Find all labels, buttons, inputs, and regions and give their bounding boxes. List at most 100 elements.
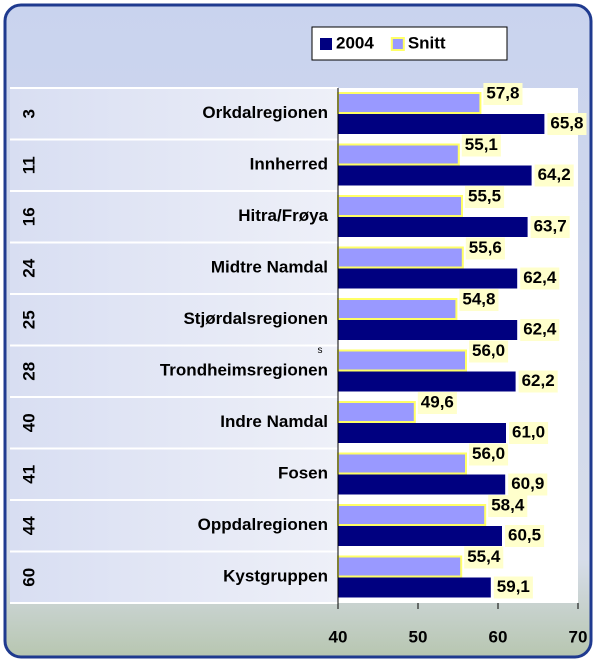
value-label: 65,8 (550, 113, 583, 132)
row-band (10, 139, 338, 191)
value-label-bg (465, 237, 505, 260)
value-label-bg (520, 267, 560, 290)
row-band (10, 397, 338, 449)
value-label: 55,6 (469, 238, 502, 257)
legend-swatch (390, 37, 405, 51)
value-label: 64,2 (538, 165, 571, 184)
value-label-bg (461, 134, 501, 157)
bar (338, 474, 506, 495)
row-number: 11 (19, 156, 38, 174)
value-label: 56,0 (472, 444, 505, 463)
row-number: 28 (19, 362, 38, 381)
value-label-bg (469, 340, 509, 363)
row-number: 25 (19, 310, 38, 329)
value-label: 49,6 (421, 392, 454, 411)
bar (337, 349, 467, 372)
value-label: 56,0 (472, 341, 505, 360)
bar (338, 217, 528, 237)
row-number: 44 (19, 516, 38, 535)
value-label: 60,9 (511, 474, 544, 493)
value-label-bg (417, 392, 457, 414)
category-label: Fosen (278, 464, 328, 483)
row-number: 40 (19, 413, 38, 432)
value-label-bg (465, 186, 505, 208)
x-tick-label: 50 (409, 627, 428, 646)
row-band (10, 500, 338, 552)
value-label-bg (509, 422, 549, 444)
value-label-bg (505, 525, 545, 547)
bar (337, 504, 487, 526)
value-label: 63,7 (534, 216, 567, 235)
value-label: 55,5 (468, 186, 501, 205)
row-band (10, 345, 338, 397)
row-band (10, 294, 338, 346)
value-label: 60,5 (508, 525, 541, 544)
row-number: 16 (19, 207, 38, 226)
row-band (10, 88, 338, 140)
bar (338, 371, 516, 392)
category-label: Orkdalregionen (202, 103, 328, 122)
value-label: 62,4 (523, 319, 557, 338)
bar (338, 526, 502, 546)
bar (337, 298, 458, 320)
bar (338, 165, 532, 186)
row-number: 3 (19, 109, 38, 118)
row-band (10, 448, 338, 500)
bar (337, 195, 463, 217)
value-label: 59,1 (497, 577, 530, 596)
bar (337, 143, 460, 166)
category-label: Trondheimsregionen (160, 361, 328, 380)
value-label-bg (464, 546, 504, 569)
value-label: 55,4 (467, 547, 501, 566)
value-label: 62,2 (522, 371, 555, 390)
row-band (10, 191, 338, 243)
value-label-bg (483, 83, 523, 105)
bar (337, 246, 464, 269)
value-label-bg (520, 319, 560, 341)
category-label: Oppdalregionen (198, 515, 328, 534)
value-label-bg (530, 216, 570, 238)
bar (337, 92, 482, 114)
value-label-bg (518, 370, 558, 393)
value-label-bg (508, 473, 548, 496)
value-label-bg (534, 164, 574, 187)
value-label-bg (459, 289, 499, 311)
category-label: Kystgruppen (223, 567, 328, 586)
category-label: Midtre Namdal (211, 258, 328, 277)
category-label: Innherred (250, 155, 328, 174)
x-tick-label: 40 (329, 627, 348, 646)
row-number: 41 (19, 465, 38, 484)
legend-box (311, 26, 508, 61)
bar (337, 555, 463, 578)
bar (338, 423, 506, 443)
row-number: 60 (19, 568, 38, 587)
value-label-bg (469, 443, 509, 466)
value-label-bg (488, 495, 528, 517)
value-label: 54,8 (462, 289, 495, 308)
legend-swatch (320, 38, 332, 50)
bar (338, 320, 518, 340)
legend-label: Snitt (408, 33, 446, 52)
x-tick-label: 60 (489, 627, 508, 646)
bar (338, 268, 518, 289)
bar (338, 114, 545, 134)
bar (337, 452, 467, 475)
legend-label: 2004 (336, 33, 374, 52)
value-label: 58,4 (491, 495, 525, 514)
value-label-bg (547, 113, 587, 135)
x-tick-label: 70 (569, 627, 588, 646)
category-label: Stjørdalsregionen (183, 309, 328, 328)
value-label: 55,1 (465, 135, 498, 154)
value-label: 57,8 (486, 83, 519, 102)
value-label: 61,0 (512, 422, 545, 441)
annotation: s (318, 345, 323, 356)
category-label: Indre Namdal (220, 412, 328, 431)
bar (337, 401, 416, 423)
value-label: 62,4 (523, 268, 557, 287)
row-number: 24 (19, 258, 38, 277)
row-band (10, 551, 338, 603)
bar (338, 577, 491, 598)
category-label: Hitra/Frøya (238, 206, 328, 225)
value-label-bg (493, 576, 533, 599)
